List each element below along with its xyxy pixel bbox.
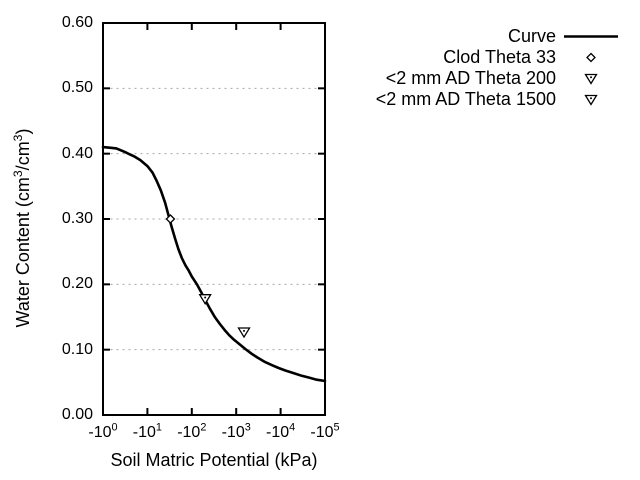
- legend-symbol-line: [556, 26, 622, 47]
- legend-label: Curve: [507, 26, 556, 46]
- x-tick-label: -100: [88, 421, 118, 441]
- triangle-down-open-icon: [584, 73, 598, 85]
- retention-curve: [101, 145, 327, 383]
- triangle-center-dot: [590, 76, 592, 79]
- x-tick-label: -104: [266, 421, 296, 441]
- legend-label: <2 mm AD Theta 1500: [375, 89, 556, 109]
- legend-label: Clod Theta 33: [443, 47, 556, 67]
- y-tick-label: 0.60: [61, 14, 93, 31]
- triangle-center-dot: [243, 329, 246, 332]
- x-tick-label: -101: [132, 421, 162, 441]
- y-tick-label: 0.50: [61, 79, 93, 97]
- x-tick-label: -102: [177, 421, 207, 441]
- x-tick-label: -105: [310, 421, 340, 441]
- legend-label: <2 mm AD Theta 200: [385, 68, 556, 88]
- y-axis-title: Water Content (cm3/cm3): [11, 128, 33, 328]
- triangle-center-dot: [590, 97, 592, 100]
- triangle-center-dot: [204, 296, 207, 299]
- legend-item: <2 mm AD Theta 200: [376, 68, 622, 89]
- legend-item: Curve: [376, 26, 622, 47]
- legend-symbol-triangle-down-open-dot: [556, 89, 622, 110]
- x-axis-title: Soil Matric Potential (kPa): [110, 450, 318, 470]
- diamond-open-icon: [165, 214, 176, 224]
- x-tick-label: -103: [221, 421, 251, 441]
- legend-symbol-triangle-down-open-dot: [556, 68, 622, 89]
- y-tick-label: 0.00: [61, 406, 93, 423]
- y-tick-label: 0.20: [61, 275, 93, 293]
- y-tick-label: 0.10: [61, 340, 93, 358]
- legend: Curve Clod Theta 33 <2 mm AD Theta 200 <2 m…: [376, 26, 622, 110]
- triangle-down-open-icon: [584, 94, 598, 106]
- triangle-down-open-icon: [198, 294, 212, 305]
- diamond-open-icon: [586, 52, 596, 63]
- triangle-down-open-icon: [237, 327, 251, 339]
- legend-item: Clod Theta 33: [376, 47, 622, 68]
- legend-symbol-diamond-open: [556, 47, 622, 68]
- y-tick-label: 0.30: [61, 210, 93, 227]
- y-tick-label: 0.40: [61, 144, 93, 162]
- legend-item: <2 mm AD Theta 1500: [376, 89, 622, 110]
